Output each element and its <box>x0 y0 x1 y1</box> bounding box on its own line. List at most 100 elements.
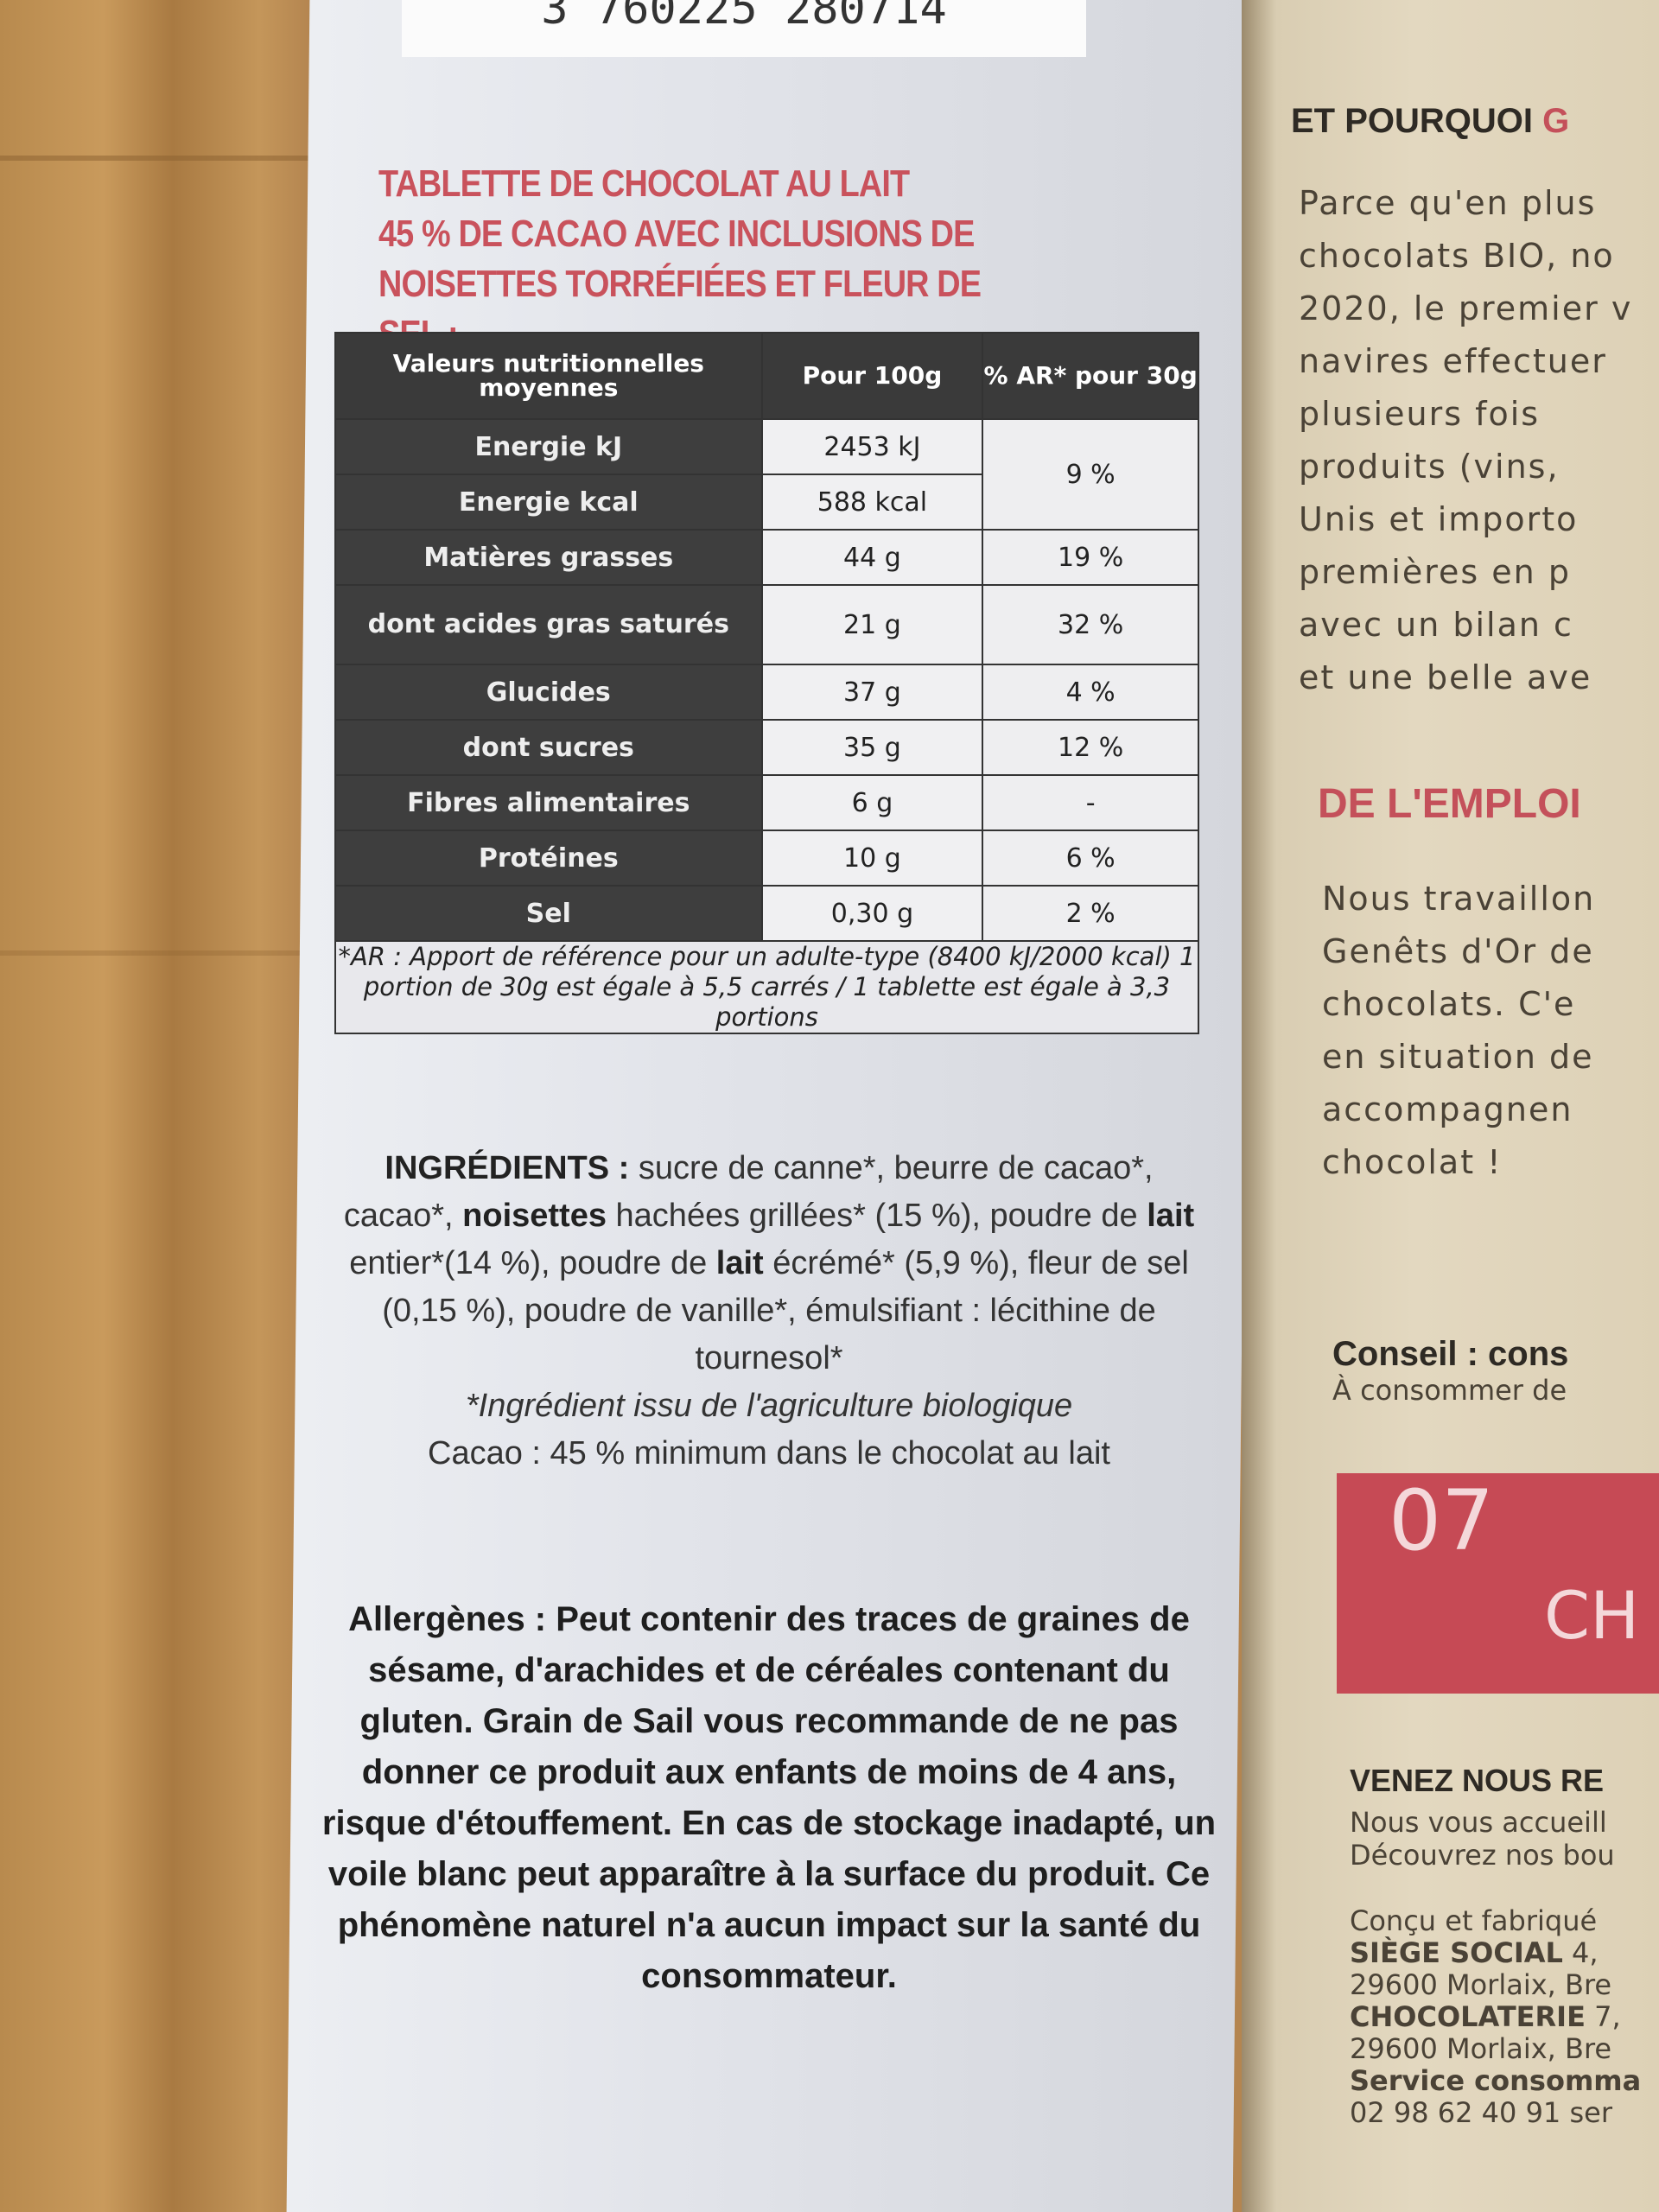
visit-text: Nous vous accueill Découvrez nos bou <box>1350 1806 1615 1872</box>
heading-emploi: DE L'EMPLOI <box>1318 781 1581 827</box>
wood-grain <box>0 950 311 956</box>
row-label: Protéines <box>334 830 763 887</box>
organic-note: *Ingrédient issu de l'agriculture biolog… <box>465 1388 1073 1424</box>
table-row: dont acides gras saturés 21 g 32 % <box>334 584 1199 665</box>
table-row: Protéines 10 g 6 % <box>334 830 1199 887</box>
text-line: Parce qu'en plus <box>1299 184 1597 222</box>
ingredients: INGRÉDIENTS : sucre de canne*, beurre de… <box>341 1145 1197 1478</box>
text-line: avec un bilan c <box>1299 606 1573 644</box>
right-panel: ET POURQUOI G Parce qu'en plus chocolats… <box>1242 0 1659 2212</box>
wood-grain <box>0 156 311 161</box>
address-line: 02 98 62 40 91 ser <box>1350 2097 1641 2129</box>
address-line: CHOCOLATERIE 7, <box>1350 2001 1641 2033</box>
table-row: Sel 0,30 g 2 % <box>334 885 1199 942</box>
table-row: Energie kcal 588 kcal <box>334 474 1198 531</box>
address-line: 29600 Morlaix, Bre <box>1350 1969 1641 2001</box>
table-row: Fibres alimentaires 6 g - <box>334 774 1199 831</box>
row-label: dont acides gras saturés <box>334 584 763 665</box>
ingredients-text: hachées grillées* (15 %), poudre de <box>606 1198 1147 1234</box>
text-line: Nous vous accueill <box>1350 1806 1607 1839</box>
ingredients-text: écrémé* (5,9 %), fleur de sel (0,15 %), … <box>382 1245 1189 1376</box>
row-label: dont sucres <box>334 719 763 776</box>
row-label: Matières grasses <box>334 529 763 586</box>
heading-why: ET POURQUOI G <box>1291 102 1569 141</box>
row-ar: 12 % <box>982 719 1199 776</box>
text-line: premières en p <box>1299 553 1571 591</box>
address-text: Conçu et fabriqué <box>1350 1904 1598 1937</box>
text-line: en situation de <box>1322 1038 1594 1076</box>
allergen-word: lait <box>1147 1198 1195 1234</box>
title-line: 45 % DE CACAO AVEC INCLUSIONS DE <box>378 213 975 255</box>
text-line: et une belle ave <box>1299 658 1592 696</box>
text-line: chocolats BIO, no <box>1299 237 1615 275</box>
text-line: Genêts d'Or de <box>1322 932 1594 970</box>
row-value: 44 g <box>760 529 984 586</box>
title-line: TABLETTE DE CHOCOLAT AU LAIT <box>378 162 910 205</box>
row-value: 35 g <box>760 719 984 776</box>
row-label: Energie kcal <box>334 474 763 531</box>
address-line: Service consomma <box>1350 2065 1641 2097</box>
heading-text: ET POURQUOI <box>1291 102 1543 140</box>
table-row: Energie kJ 2453 kJ 9 % <box>334 418 1199 531</box>
ingredients-text: sucre de canne*, beurre de cacao*, cacao… <box>343 1150 1154 1234</box>
table-row: Matières grasses 44 g 19 % <box>334 529 1199 586</box>
address-bold: SIÈGE SOCIAL <box>1350 1936 1563 1969</box>
table-row: Glucides 37 g 4 % <box>334 664 1199 721</box>
address-bold: Service consomma <box>1350 2064 1642 2097</box>
table-footnote-row: *AR : Apport de référence pour un adulte… <box>334 940 1199 1034</box>
header-nutrient: Valeurs nutritionnelles moyennes <box>334 332 763 420</box>
header-per100: Pour 100g <box>760 332 984 420</box>
address-text: 4, <box>1562 1936 1599 1969</box>
row-value: 588 kcal <box>760 474 984 531</box>
allergen-word: noisettes <box>462 1198 607 1234</box>
text-line: produits (vins, <box>1299 448 1560 486</box>
row-label: Energie kJ <box>334 418 763 475</box>
text-line: Nous travaillon <box>1322 880 1596 918</box>
ingredients-label: INGRÉDIENTS : <box>385 1150 630 1186</box>
row-ar: 6 % <box>982 830 1199 887</box>
address-line: Conçu et fabriqué <box>1350 1905 1641 1937</box>
row-label: Fibres alimentaires <box>334 774 763 831</box>
row-label: Glucides <box>334 664 763 721</box>
row-value: 2453 kJ <box>760 418 984 475</box>
heading-text-red: G <box>1542 102 1570 140</box>
text-line: chocolats. C'e <box>1322 985 1576 1023</box>
header-ar: % AR* pour 30g <box>982 332 1199 420</box>
row-ar: 4 % <box>982 664 1199 721</box>
address-line: SIÈGE SOCIAL 4, <box>1350 1937 1641 1969</box>
paragraph-why: Parce qu'en plus chocolats BIO, no 2020,… <box>1299 177 1632 704</box>
row-ar: 19 % <box>982 529 1199 586</box>
row-label: Sel <box>334 885 763 942</box>
row-ar: 2 % <box>982 885 1199 942</box>
visit-heading: VENEZ NOUS RE <box>1350 1763 1605 1798</box>
paragraph-emploi: Nous travaillon Genêts d'Or de chocolats… <box>1322 873 1595 1189</box>
row-value: 10 g <box>760 830 984 887</box>
best-before-text: À consommer de <box>1332 1374 1567 1407</box>
barcode: 3 760225 280714 <box>402 0 1086 57</box>
row-value: 0,30 g <box>760 885 984 942</box>
ingredients-text: entier*(14 %), poudre de <box>349 1245 716 1281</box>
cacao-note: Cacao : 45 % minimum dans le chocolat au… <box>428 1435 1110 1471</box>
product-title: TABLETTE DE CHOCOLAT AU LAIT 45 % DE CAC… <box>378 159 1047 359</box>
nutrition-table: Valeurs nutritionnelles moyennes Pour 10… <box>334 332 1199 1034</box>
address-block: Conçu et fabriqué SIÈGE SOCIAL 4, 29600 … <box>1350 1905 1641 2129</box>
table-footnote: *AR : Apport de référence pour un adulte… <box>334 940 1199 1034</box>
text-line: navires effectuer <box>1299 342 1607 380</box>
allergens: Allergènes : Peut contenir des traces de… <box>321 1600 1217 1995</box>
text-line: 2020, le premier v <box>1299 289 1633 327</box>
address-text: 7, <box>1585 2000 1621 2033</box>
text-line: accompagnen <box>1322 1090 1573 1128</box>
text-line: Découvrez nos bou <box>1350 1839 1615 1872</box>
text-line: Unis et importo <box>1299 500 1579 538</box>
address-text: 02 98 62 40 91 ser <box>1350 2096 1612 2129</box>
address-line: 29600 Morlaix, Bre <box>1350 2033 1641 2065</box>
row-value: 6 g <box>760 774 984 831</box>
row-ar: 32 % <box>982 584 1199 665</box>
address-text: 29600 Morlaix, Bre <box>1350 2032 1612 2065</box>
row-ar: 9 % <box>982 418 1199 531</box>
text-line: plusieurs fois <box>1299 395 1541 433</box>
conseil-heading: Conseil : cons <box>1332 1335 1569 1373</box>
row-value: 37 g <box>760 664 984 721</box>
address-bold: CHOCOLATERIE <box>1350 2000 1586 2033</box>
date-text: 07 <box>1389 1472 1495 1569</box>
